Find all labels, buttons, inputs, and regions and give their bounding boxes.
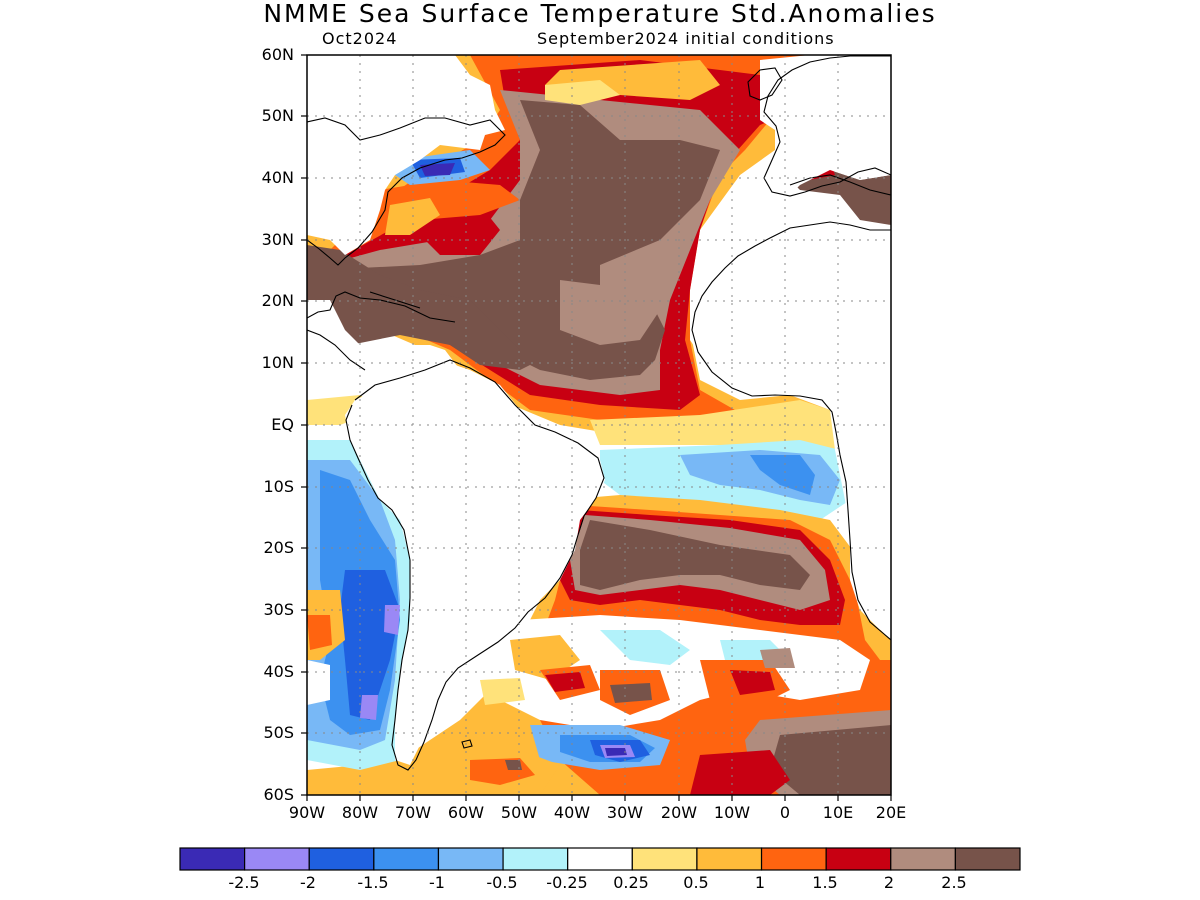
coastline-south-america [345,359,605,771]
colorbar-swatch [373,847,440,871]
colorbar-swatch [631,847,698,871]
lat-label: 50N [261,106,294,125]
lon-label: 50W [500,803,538,822]
anomaly-region-pacific-purple-1 [384,605,400,635]
lat-label: 20S [263,538,294,557]
colorbar-label: 2 [883,873,895,892]
colorbar-swatch [890,847,956,871]
anomaly-region-s-atlantic-brown [580,520,810,590]
anomaly-region-caribbean-brown [307,245,540,370]
colorbar-label: -2 [300,873,316,892]
coastline-gulf-mexico [307,291,456,323]
coastline-british-isles [747,67,783,101]
lat-label: 50S [263,723,294,742]
lat-label: EQ [271,415,294,434]
lon-label: 20W [660,803,698,822]
land-north-america [307,55,505,255]
lat-label: 60S [263,785,294,804]
lon-label: 20E [875,803,907,822]
colorbar-swatch [567,847,633,871]
lon-label: 10E [822,803,854,822]
colorbar-swatch [502,847,569,871]
initial-conditions-label: September2024 initial conditions [537,29,835,48]
anomaly-region-maine-indigo [420,163,455,176]
colorbar-label: -2.5 [228,873,260,892]
lat-label: 40N [261,168,294,187]
anomaly-region-southern-brown [770,725,891,795]
anomaly-region-tan-patch [560,280,660,345]
colorbar-swatch [696,847,763,871]
colorbar [179,847,1021,871]
lat-label: 10N [261,353,294,372]
anomaly-region-swatl-yellow [480,678,525,705]
colorbar-swatch [437,847,504,871]
lat-label: 10S [263,477,294,496]
coastlines [307,55,891,771]
colorbar-swatch [760,847,827,871]
colorbar-swatch [954,847,1021,871]
lat-label: 30N [261,230,294,249]
anomaly-region-swatl-brown-1 [610,683,652,703]
colorbar-label: 1 [754,873,766,892]
anomaly-region-sa-south-indigo [605,748,627,756]
lat-label: 20N [261,291,294,310]
coastline-mediterranean [789,174,891,196]
colorbar-label: -1 [429,873,445,892]
lon-label: 80W [341,803,379,822]
land-africa [690,230,891,630]
anomaly-region-southern-red [690,750,790,795]
graticule [307,55,891,795]
anomaly-region-mediterranean-brown [790,170,891,225]
colorbar-label: 0.25 [613,873,649,892]
lon-label: 90W [288,803,326,822]
colorbar-swatch [825,847,892,871]
map-title: NMME Sea Surface Temperature Std.Anomali… [263,0,937,28]
anomaly-region-southwest-corner-orange [307,765,380,795]
anomaly-field [307,55,891,795]
anomaly-region-swatl-red-1 [545,672,585,692]
land-south-america [345,360,605,765]
anomaly-region-guinea-midblue [750,455,815,495]
anomaly-region-pacific-purple-2 [360,695,378,720]
colorbar-label: -0.5 [486,873,518,892]
anomaly-region-swatl-lightblue [600,630,690,665]
land-europe [760,55,891,195]
colorbar-swatch [179,847,246,871]
lat-label: 30S [263,600,294,619]
colorbar-label: -0.25 [546,873,588,892]
colorbar-label: 0.5 [683,873,709,892]
lon-label: 10W [713,803,751,822]
lon-label: 30W [606,803,644,822]
coastline-north-america [307,117,506,266]
colorbar-swatch [308,847,375,871]
coastline-falklands [461,739,473,749]
anomaly-region-ne-atlantic-lightyellow [545,80,620,105]
colorbar-swatch [244,847,310,871]
anomaly-region-swatl-white [490,615,870,730]
lon-label: 60W [447,803,485,822]
anomaly-region-sw-brown [505,760,522,770]
lat-label: 60N [261,45,294,64]
anomaly-region-pacific-red [307,615,332,650]
coastline-africa [691,221,891,641]
lat-label: 40S [263,662,294,681]
lon-label: 40W [553,803,591,822]
tick-marks [301,54,892,801]
anomaly-region-swatl-tan [760,648,795,668]
coastline-europe [763,55,891,197]
anomaly-region-swatl-red-2 [730,670,775,695]
colorbar-label: 1.5 [812,873,838,892]
lon-label: 0 [779,803,791,822]
anomaly-region-pacific-white [307,660,330,705]
forecast-month: Oct2024 [322,29,398,48]
land-greenland-tip [307,55,345,80]
lon-label: 70W [394,803,432,822]
coastline-cuba [369,291,421,309]
colorbar-label: 2.5 [941,873,967,892]
colorbar-label: -1.5 [357,873,389,892]
